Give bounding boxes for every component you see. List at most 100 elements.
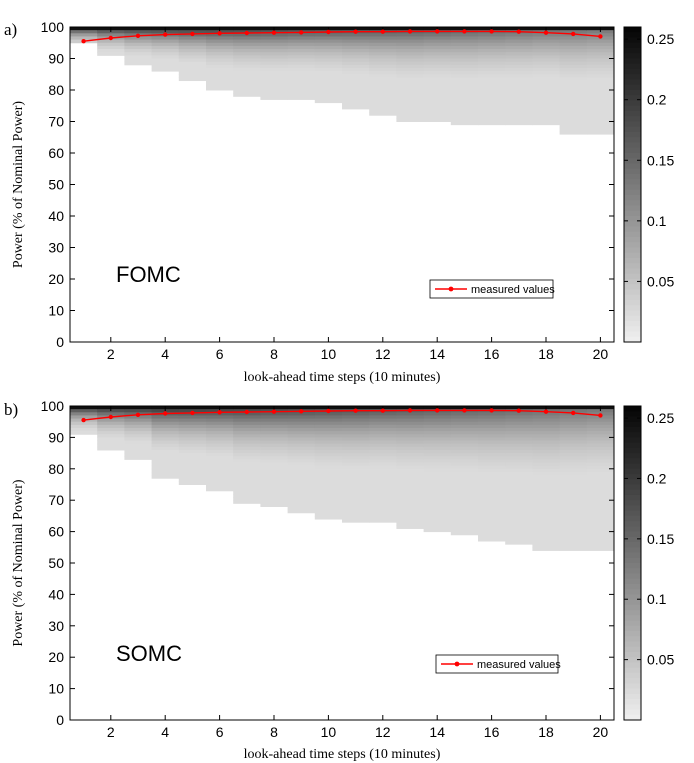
x-tick-label: 10 bbox=[321, 346, 337, 362]
heatmap-cell bbox=[396, 115, 425, 119]
heatmap-cell bbox=[369, 490, 397, 495]
heatmap-cell bbox=[450, 431, 479, 435]
heatmap-cell bbox=[287, 90, 316, 94]
heatmap-cell bbox=[396, 453, 425, 457]
heatmap-cell bbox=[369, 77, 397, 82]
series-line-measured-values bbox=[83, 30, 601, 42]
heatmap-cell bbox=[532, 412, 561, 416]
y-tick-label: 100 bbox=[41, 398, 65, 414]
heatmap-cell bbox=[505, 55, 533, 59]
heatmap-cell bbox=[287, 503, 316, 507]
heatmap-cell bbox=[450, 102, 479, 107]
heatmap-cell bbox=[505, 440, 533, 445]
heatmap-cell bbox=[532, 55, 561, 59]
heatmap-cell bbox=[314, 42, 343, 47]
heatmap-cell bbox=[233, 446, 261, 451]
heatmap-cell bbox=[532, 493, 561, 498]
heatmap-cell bbox=[423, 509, 452, 514]
heatmap-cell bbox=[532, 118, 561, 122]
heatmap-cell bbox=[423, 440, 452, 445]
heatmap-cell bbox=[178, 406, 207, 410]
heatmap-cell bbox=[450, 55, 479, 59]
colorbar-cell bbox=[624, 331, 641, 338]
heatmap-cell bbox=[151, 52, 180, 56]
heatmap-cell bbox=[586, 503, 615, 507]
heatmap-cell bbox=[532, 86, 561, 91]
heatmap-cell bbox=[178, 64, 207, 69]
y-tick-label: 40 bbox=[48, 586, 64, 602]
heatmap-cell bbox=[151, 434, 180, 438]
heatmap-cell bbox=[151, 61, 180, 66]
heatmap-cell bbox=[206, 77, 234, 82]
heatmap-cell bbox=[559, 500, 588, 504]
heatmap-cell bbox=[505, 39, 533, 44]
heatmap-cell bbox=[178, 45, 207, 50]
colorbar-cell bbox=[624, 258, 641, 264]
heatmap-cell bbox=[532, 102, 561, 107]
colorbar-tick-label: 0.25 bbox=[647, 410, 674, 426]
heatmap-cell bbox=[369, 86, 397, 91]
heatmap-cell bbox=[559, 42, 588, 47]
heatmap-cell bbox=[423, 437, 452, 442]
heatmap-cell bbox=[586, 58, 615, 63]
colorbar-cell bbox=[624, 158, 641, 165]
y-tick-label: 30 bbox=[48, 240, 64, 256]
heatmap-cell bbox=[396, 421, 425, 426]
heatmap-cell bbox=[505, 64, 533, 69]
data-point bbox=[353, 408, 358, 413]
colorbar-cell bbox=[624, 704, 641, 711]
heatmap-cell bbox=[260, 456, 289, 460]
colorbar-cell bbox=[624, 437, 641, 444]
heatmap-cell bbox=[178, 459, 207, 464]
heatmap-cell bbox=[97, 418, 125, 423]
data-point bbox=[380, 29, 385, 34]
heatmap-cell bbox=[586, 490, 615, 495]
y-tick-label: 80 bbox=[48, 82, 64, 98]
heatmap-cell bbox=[342, 27, 370, 31]
y-tick-label: 70 bbox=[48, 114, 64, 130]
heatmap-cell bbox=[151, 465, 180, 470]
heatmap-cell bbox=[586, 487, 615, 492]
heatmap-cell bbox=[478, 525, 506, 529]
heatmap-cell bbox=[287, 434, 316, 438]
heatmap-cell bbox=[505, 481, 533, 485]
heatmap-cell bbox=[586, 453, 615, 457]
heatmap-cell bbox=[206, 427, 234, 432]
heatmap-cell bbox=[532, 96, 561, 100]
heatmap-cell bbox=[369, 462, 397, 467]
heatmap-cell bbox=[532, 39, 561, 44]
colorbar-cell bbox=[624, 589, 641, 595]
heatmap-cell bbox=[559, 506, 588, 511]
heatmap-cell bbox=[206, 36, 234, 41]
heatmap-cell bbox=[287, 427, 316, 432]
heatmap-cell bbox=[505, 431, 533, 435]
heatmap-cell bbox=[342, 519, 370, 523]
heatmap-cell bbox=[423, 459, 452, 464]
heatmap-cell bbox=[423, 427, 452, 432]
heatmap-cell bbox=[423, 481, 452, 485]
heatmap-cell bbox=[342, 512, 370, 517]
heatmap-cell bbox=[478, 515, 506, 520]
heatmap-cell bbox=[478, 531, 506, 536]
heatmap-cell bbox=[233, 424, 261, 429]
heatmap-cell bbox=[178, 440, 207, 445]
y-tick-label: 40 bbox=[48, 208, 64, 224]
heatmap-cell bbox=[559, 459, 588, 464]
heatmap-cell bbox=[505, 77, 533, 82]
heatmap-cell bbox=[178, 427, 207, 432]
heatmap-cell bbox=[532, 49, 561, 53]
heatmap-cell bbox=[342, 58, 370, 63]
heatmap-cell bbox=[124, 61, 153, 66]
heatmap-cell bbox=[450, 61, 479, 66]
heatmap-cell bbox=[423, 71, 452, 75]
colorbar-cell bbox=[624, 447, 641, 454]
heatmap-cell bbox=[97, 424, 125, 429]
heatmap-cell bbox=[342, 99, 370, 104]
heatmap-cell bbox=[586, 424, 615, 429]
heatmap-cell bbox=[423, 80, 452, 85]
heatmap-cell bbox=[287, 421, 316, 426]
heatmap-cell bbox=[586, 475, 615, 479]
heatmap-cell bbox=[70, 415, 98, 420]
colorbar-cell bbox=[624, 421, 641, 428]
heatmap-cell bbox=[287, 440, 316, 445]
